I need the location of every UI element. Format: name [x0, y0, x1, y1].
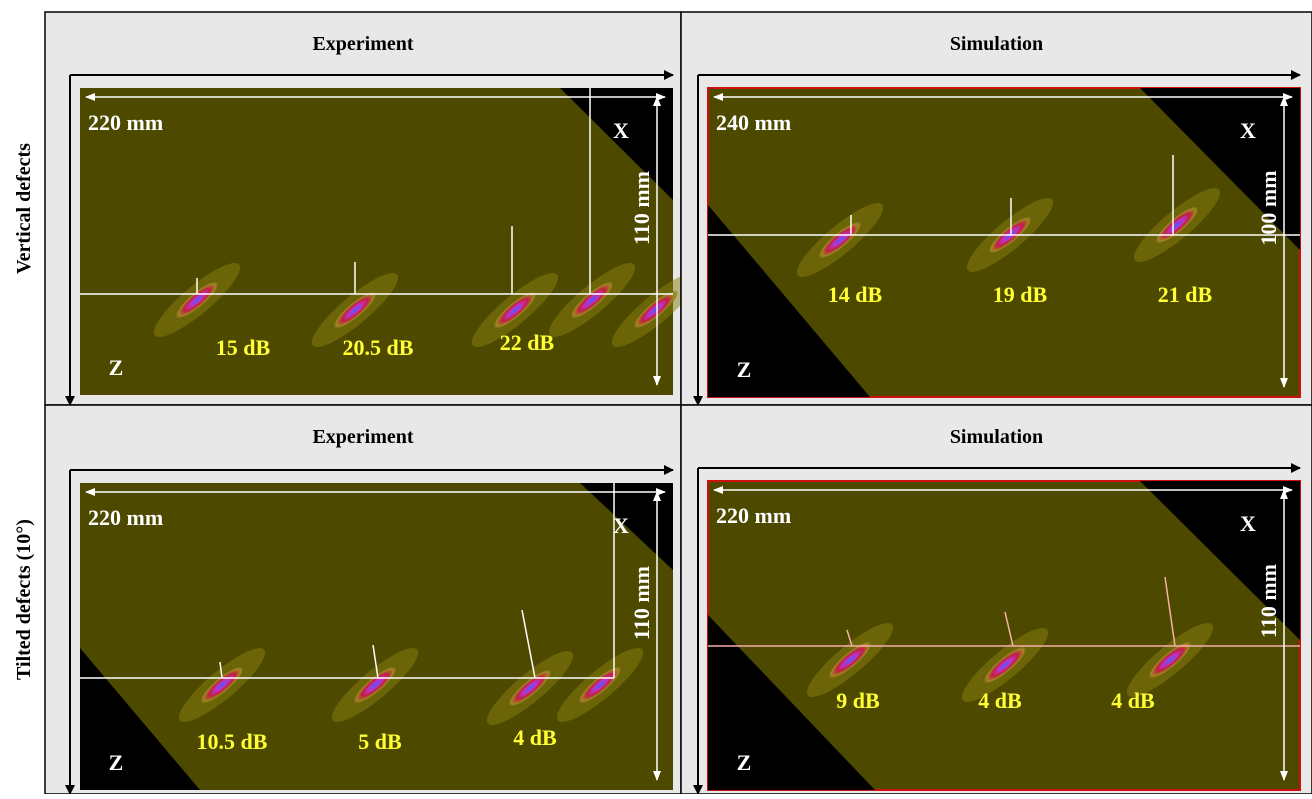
panel-title: Experiment — [312, 426, 413, 448]
signal-label: 5 dB — [358, 729, 402, 754]
width-label: 220 mm — [88, 110, 163, 135]
z-axis-label: Z — [737, 357, 752, 382]
z-axis-label: Z — [109, 750, 124, 775]
signal-label: 15 dB — [216, 335, 271, 360]
signal-label: 4 dB — [1111, 688, 1155, 713]
height-label: 110 mm — [629, 171, 654, 245]
signal-label: 20.5 dB — [343, 335, 414, 360]
signal-label: 14 dB — [828, 282, 883, 307]
signal-label: 21 dB — [1158, 282, 1213, 307]
signal-label: 9 dB — [836, 688, 880, 713]
figure: Vertical defects Experiment 220 mm 110 mm X Z… — [0, 0, 1312, 794]
signal-label: 22 dB — [500, 330, 555, 355]
panel-title: Simulation — [950, 426, 1043, 448]
panel-title: Simulation — [950, 33, 1043, 55]
width-label: 240 mm — [716, 110, 791, 135]
z-axis-label: Z — [737, 750, 752, 775]
signal-label: 4 dB — [513, 725, 557, 750]
x-axis-label: X — [1240, 118, 1256, 143]
x-axis-label: X — [613, 118, 629, 143]
signal-label: 19 dB — [993, 282, 1048, 307]
row-label: Vertical defects — [13, 143, 35, 274]
height-label: 100 mm — [1256, 170, 1281, 245]
row-label: Tilted defects (10°) — [13, 519, 35, 680]
width-label: 220 mm — [716, 503, 791, 528]
height-label: 110 mm — [629, 566, 654, 640]
signal-label: 4 dB — [978, 688, 1022, 713]
x-axis-label: X — [613, 513, 629, 538]
panel-title: Experiment — [312, 33, 413, 55]
signal-label: 10.5 dB — [197, 729, 268, 754]
height-label: 110 mm — [1256, 564, 1281, 638]
z-axis-label: Z — [109, 355, 124, 380]
x-axis-label: X — [1240, 511, 1256, 536]
width-label: 220 mm — [88, 505, 163, 530]
